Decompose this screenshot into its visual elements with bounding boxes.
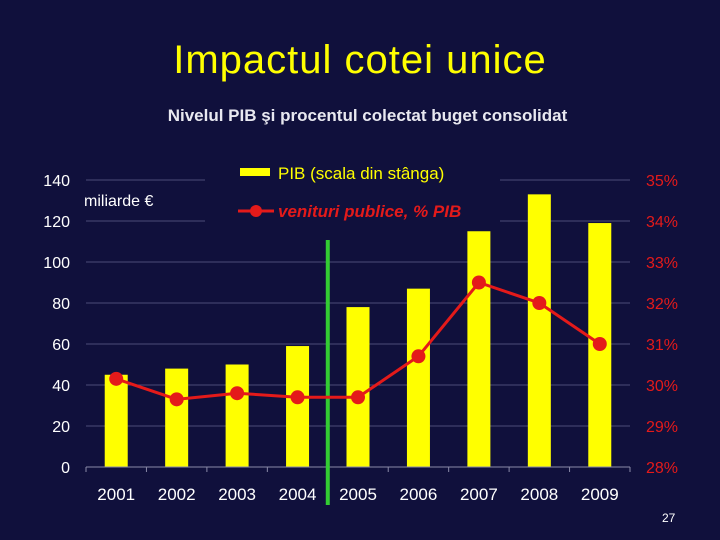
x-tick-label: 2007 [460,485,498,504]
bar [225,364,249,467]
slide-title: Impactul cotei unice [173,38,547,82]
x-axis: 2001 2002 2003 2004 2005 2006 2007 2008 2009 [85,466,631,504]
legend-line-marker [250,205,262,217]
x-tick-label: 2004 [279,485,317,504]
right-y-tick-label: 29% [646,419,678,436]
right-y-tick-label: 31% [646,337,678,354]
x-tick-label: 2005 [339,485,377,504]
left-y-axis-label: miliarde € [84,193,153,210]
left-y-tick-label: 80 [52,296,70,313]
legend: PIB (scala din stânga) venituri publice,… [205,156,500,228]
left-y-tick-label: 120 [43,214,70,231]
bar [346,307,370,467]
revenue-point [230,386,245,401]
right-y-tick-label: 32% [646,296,678,313]
right-y-tick-label: 30% [646,378,678,395]
line-series [109,275,607,407]
left-y-tick-label: 40 [52,378,70,395]
bar [527,194,551,467]
right-y-tick-label: 33% [646,255,678,272]
bar [165,368,189,467]
bar [406,288,430,467]
legend-line-label: venituri publice, % PIB [278,202,461,221]
bar [104,374,128,467]
legend-bar-label: PIB (scala din stânga) [278,164,444,183]
revenue-point [411,349,426,364]
x-tick-label: 2008 [520,485,558,504]
revenue-point [351,390,365,405]
legend-bar-swatch [240,168,270,176]
revenue-point [290,390,305,405]
x-tick-label: 2003 [218,485,256,504]
revenue-point [109,371,124,386]
left-y-tick-label: 100 [43,255,70,272]
revenue-point [592,337,607,351]
page-number: 27 [662,511,676,525]
bar [286,346,310,467]
revenue-point [471,275,486,290]
right-y-tick-label: 28% [646,460,678,477]
x-tick-label: 2009 [581,485,619,504]
left-y-tick-label: 60 [52,337,70,354]
x-tick-label: 2002 [158,485,196,504]
revenue-point [532,296,547,310]
x-tick-label: 2001 [97,485,135,504]
bar [467,231,491,467]
x-tick-label: 2006 [400,485,438,504]
right-y-tick-label: 35% [646,173,678,190]
right-y-axis: 28% 29% 30% 31% 32% 33% 34% 35% [646,173,678,477]
chart-title: Nivelul PIB şi procentul colectat buget … [167,106,568,125]
left-y-axis: 0 20 40 60 80 100 120 140 [43,173,70,477]
revenue-point [169,392,184,407]
left-y-tick-label: 20 [52,419,70,436]
left-y-tick-label: 0 [61,460,70,477]
bar-series [104,194,612,467]
right-y-tick-label: 34% [646,214,678,231]
left-y-tick-label: 140 [43,173,70,190]
